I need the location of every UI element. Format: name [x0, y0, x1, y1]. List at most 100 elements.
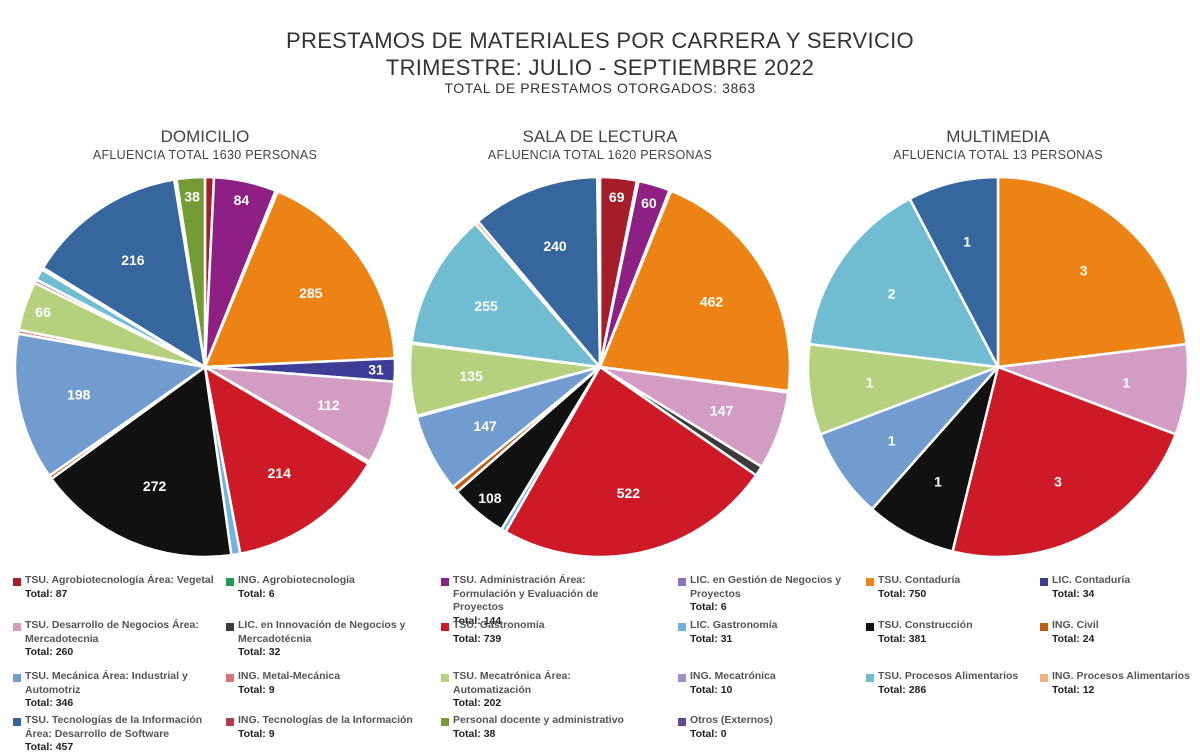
data-label-construccion: 272: [143, 478, 167, 494]
legend-label: Personal docente y administrativo: [453, 714, 624, 726]
legend-swatch: [226, 578, 234, 586]
legend-item-tecnologias: TSU. Tecnologías de la Información Área:…: [10, 714, 220, 755]
legend-swatch: [441, 674, 449, 682]
legend-label: TSU. Agrobiotecnología Área: Vegetal: [25, 574, 214, 586]
legend-swatch: [678, 578, 686, 586]
pie-svg: 3 1 3 1 1 1 2 1: [806, 175, 1190, 559]
legend-label: Otros (Externos): [690, 714, 773, 726]
legend-item-mecatronica: TSU. Mecatrónica Área: Automatización Tot…: [438, 670, 648, 711]
pie-slice-tecnologias: [908, 175, 1000, 369]
legend-label: TSU. Gastronomía: [453, 619, 545, 631]
data-label-des-negocios: 112: [317, 397, 340, 413]
data-label-mecanica: 198: [67, 387, 91, 403]
pie-slice-contaduria: [996, 175, 1188, 369]
legend-swatch: [226, 674, 234, 682]
data-label-personal: 38: [184, 189, 200, 205]
legend-swatch: [441, 578, 449, 586]
pie-slice-construccion: [50, 365, 233, 559]
legend-item-ing-agro: ING. Agrobiotecnología Total: 6: [223, 574, 433, 601]
legend-total: Total: 260: [25, 646, 74, 658]
legend-swatch: [1040, 578, 1048, 586]
legend-swatch: [226, 718, 234, 726]
legend-total: Total: 0: [690, 727, 727, 740]
legend-total: Total: 286: [878, 683, 927, 696]
pie-subtitle: AFLUENCIA TOTAL 1630 PERSONAS: [92, 148, 318, 162]
data-label-mecatronica: 135: [459, 368, 483, 384]
pie-slice-ing-tecnologias: [596, 175, 602, 369]
legend-total: Total: 31: [690, 632, 733, 645]
pie-slice-mecanica: [13, 332, 207, 478]
legend-swatch: [13, 623, 21, 631]
legend-label: LIC. Gastronomía: [690, 619, 778, 631]
legend-item-ing-procesos: ING. Procesos Alimentarios Total: 12: [1037, 670, 1197, 697]
data-label-mecatronica: 1: [866, 375, 874, 391]
data-label-agro-vegetal: 69: [609, 189, 625, 205]
legend-item-lic-contaduria: LIC. Contaduría Total: 34: [1037, 574, 1197, 601]
data-label-gastronomia: 522: [617, 485, 641, 501]
legend-item-otros: Otros (Externos) Total: 0: [675, 714, 885, 741]
pie-slice-gastronomia: [504, 365, 758, 559]
data-label-mecatronica: 66: [35, 304, 51, 320]
legend-total: Total: 24: [1052, 632, 1095, 645]
pie-title: SALA DE LECTURA: [522, 127, 678, 146]
data-label-gastronomia: 214: [268, 465, 292, 481]
pie-title: MULTIMEDIA: [946, 127, 1050, 146]
data-label-procesos: 255: [474, 298, 498, 314]
legend-swatch: [13, 578, 21, 586]
pie-slice-gastronomia: [203, 365, 370, 555]
legend-swatch: [866, 674, 874, 682]
legend-label: TSU. Administración Área: Formulación y …: [453, 574, 599, 613]
legend-label: ING. Civil: [1052, 619, 1099, 631]
legend-swatch: [441, 718, 449, 726]
data-label-mecanica: 1: [888, 432, 896, 448]
pie-subtitle: AFLUENCIA TOTAL 1620 PERSONAS: [487, 148, 713, 162]
data-label-construccion: 108: [478, 490, 502, 506]
legend-label: ING. Mecatrónica: [690, 670, 776, 682]
legend-label: TSU. Mecánica Área: Industrial y Automot…: [25, 670, 188, 696]
legend-item-mecanica: TSU. Mecánica Área: Industrial y Automot…: [10, 670, 220, 711]
data-label-adm-form: 84: [234, 192, 250, 208]
pie-slice-contaduria: [203, 190, 397, 369]
legend-total: Total: 87: [25, 587, 68, 600]
pie-slice-tecnologias: [41, 178, 207, 369]
data-label-des-negocios: 1: [1122, 375, 1130, 391]
pie-slice-gastronomia: [951, 365, 1177, 559]
legend-label: TSU. Mecatrónica Área: Automatización: [453, 670, 571, 696]
legend-total: Total: 6: [238, 587, 275, 600]
legend-swatch: [678, 623, 686, 631]
legend-item-construccion: TSU. Construcción Total: 381: [863, 619, 1073, 646]
legend-label: LIC. en Innovación de Negocios y Mercado…: [238, 619, 406, 645]
data-label-procesos: 2: [888, 286, 896, 302]
legend-swatch: [678, 718, 686, 726]
data-label-tecnologias: 240: [543, 238, 567, 254]
legend-total: Total: 144: [453, 614, 502, 627]
legend-label: ING. Procesos Alimentarios: [1052, 670, 1190, 682]
legend-item-adm-form: TSU. Administración Área: Formulación y …: [438, 574, 648, 628]
legend-item-ing-metal: ING. Metal-Mecánica Total: 9: [223, 670, 433, 697]
pie-slice-procesos: [808, 197, 1000, 369]
legend-item-lic-innovacion: LIC. en Innovación de Negocios y Mercado…: [223, 619, 433, 660]
pie-svg: 84 285 31 112 214 272 198 66 216 38: [13, 175, 397, 559]
pie-slice-personal: [175, 175, 207, 369]
legend-item-gastronomia: TSU. Gastronomía Total: 739: [438, 619, 648, 646]
legend-item-agro-vegetal: TSU. Agrobiotecnología Área: Vegetal Tota…: [10, 574, 220, 601]
legend-label: TSU. Desarrollo de Negocios Área: Mercad…: [25, 619, 199, 645]
data-label-contaduria: 462: [700, 294, 724, 310]
data-label-contaduria: 285: [299, 285, 323, 301]
legend-total: Total: 12: [1052, 683, 1095, 696]
legend-swatch: [866, 578, 874, 586]
legend-item-lic-gastronomia: LIC. Gastronomía Total: 31: [675, 619, 885, 646]
legend-label: LIC. en Gestión de Negocios y Proyectos: [690, 574, 842, 600]
legend-item-lic-gestion: LIC. en Gestión de Negocios y Proyectos T…: [675, 574, 885, 615]
legend-total: Total: 32: [238, 646, 281, 658]
legend-total: Total: 9: [238, 727, 275, 740]
legend: TSU. Agrobiotecnología Área: Vegetal Tota…: [10, 574, 1200, 753]
pie-title: DOMICILIO: [160, 127, 250, 146]
pie-slice-tecnologias: [476, 175, 602, 369]
data-label-mecanica: 147: [473, 418, 497, 434]
pie-chart-domicilio: DOMICILIO AFLUENCIA TOTAL 1630 PERSONAS …: [5, 120, 405, 570]
legend-label: TSU. Contaduría: [878, 574, 961, 586]
pie-slice-contaduria: [598, 189, 792, 393]
legend-item-ing-civil: ING. Civil Total: 24: [1037, 619, 1197, 646]
pie-subtitle: AFLUENCIA TOTAL 13 PERSONAS: [893, 148, 1103, 162]
